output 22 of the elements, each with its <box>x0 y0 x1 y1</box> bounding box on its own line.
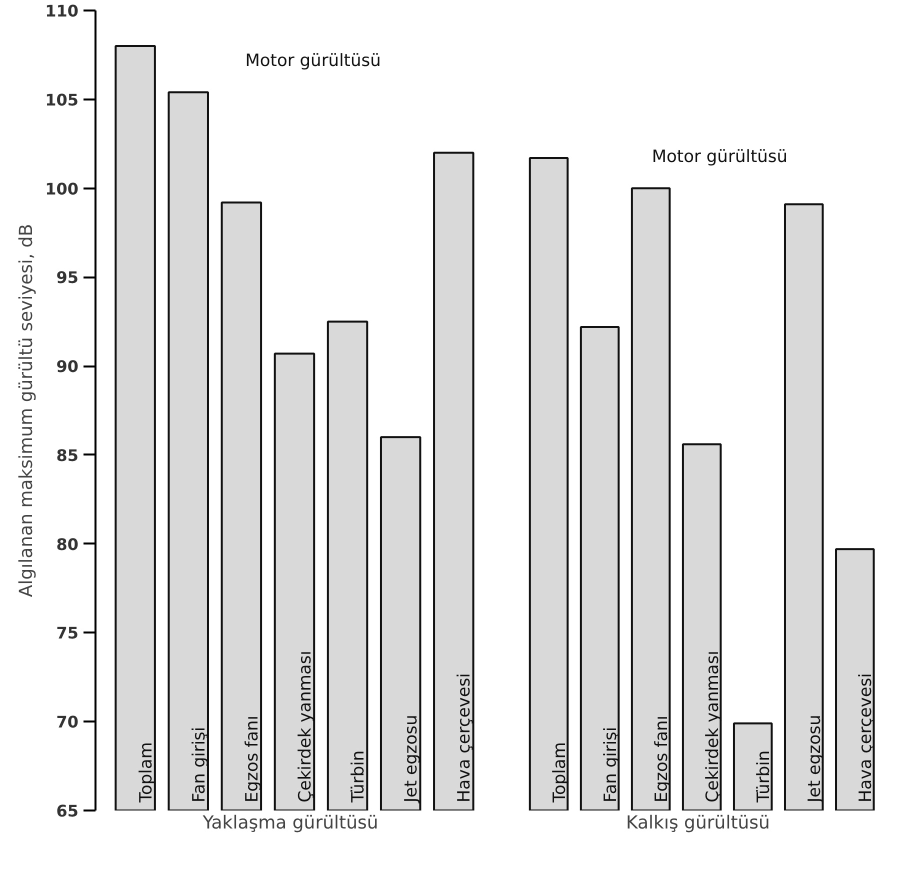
y-tick-label: 90 <box>56 357 78 376</box>
y-tick-label: 100 <box>45 179 79 198</box>
x-tick-label: Fan girişi <box>189 726 210 802</box>
x-tick-label: Toplam <box>136 742 156 804</box>
y-tick-label: 85 <box>56 446 78 465</box>
y-tick-label: 80 <box>56 534 78 554</box>
y-axis-title: Algılanan maksimum gürültü seviyesi, dB <box>16 224 38 598</box>
x-axis-title: Yaklaşma gürültüsü <box>202 812 378 834</box>
y-tick-label: 65 <box>56 802 78 820</box>
y-tick-label: 95 <box>56 268 78 288</box>
x-tick-label: Egzos fanı <box>242 715 262 802</box>
annotation: Motor gürültüsü <box>652 146 788 167</box>
x-tick-label: Jet egzosu <box>402 714 422 804</box>
annotation: Motor gürültüsü <box>245 50 381 71</box>
y-tick-label: 75 <box>56 624 78 643</box>
x-axis-title: Kalkış gürültüsü <box>626 812 770 834</box>
y-tick-label: 70 <box>56 712 78 732</box>
x-tick-label: Türbin <box>348 750 369 804</box>
y-tick-label: 105 <box>45 90 79 110</box>
x-tick-label: Çekirdek yanması <box>295 650 316 802</box>
y-tick-label: 110 <box>45 2 79 20</box>
x-tick-label: Hava çerçevesi <box>454 673 475 802</box>
